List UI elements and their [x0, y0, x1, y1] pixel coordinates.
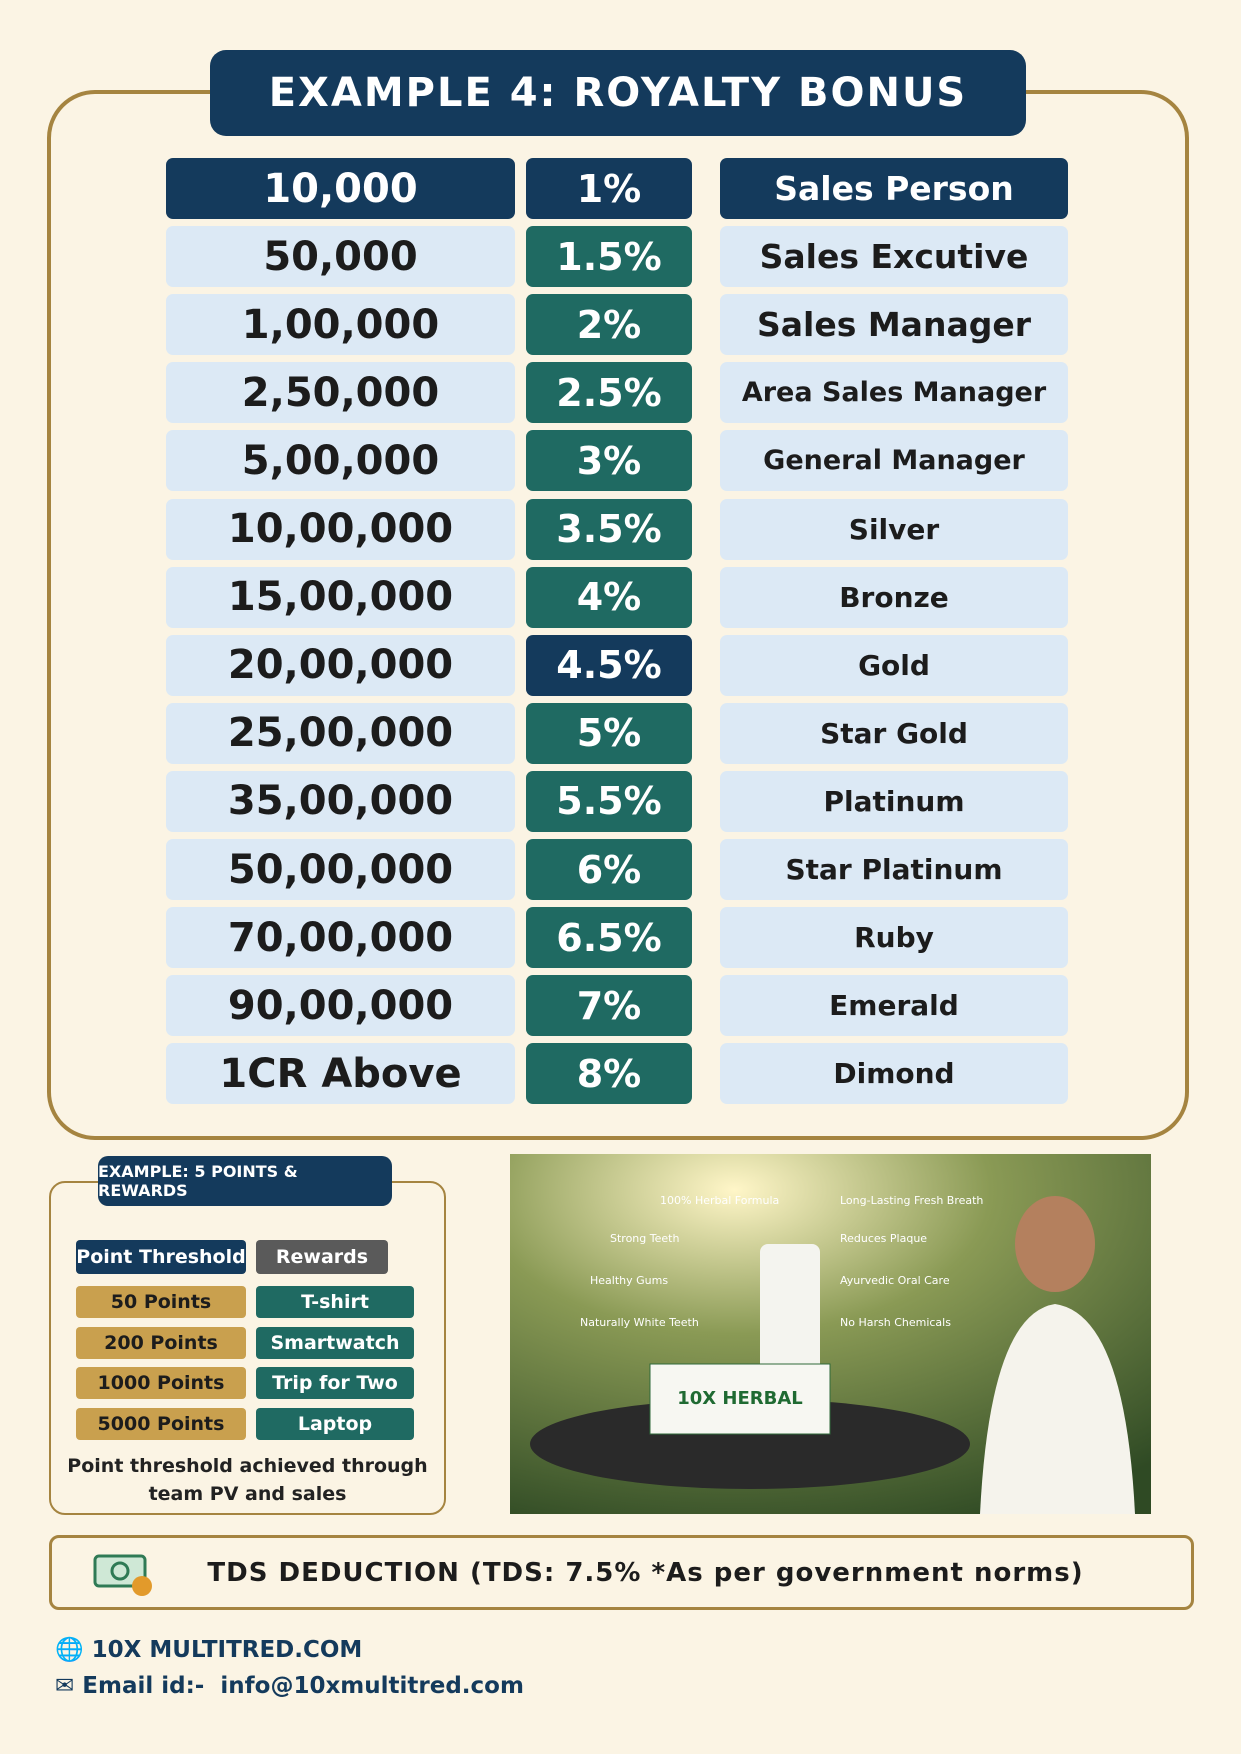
rank-cell: Star Gold — [720, 702, 1068, 764]
amount-cell: 1CR Above — [166, 1043, 515, 1105]
amount-cell: 90,00,000 — [166, 975, 515, 1037]
amount-cell: 25,00,000 — [166, 702, 515, 764]
reward-cell: Smartwatch — [256, 1326, 414, 1359]
callout: 100% Herbal Formula — [660, 1194, 779, 1207]
percent-cell: 4% — [526, 566, 692, 628]
title-banner: EXAMPLE 4: ROYALTY BONUS — [210, 50, 1026, 136]
rank-cell: Silver — [720, 498, 1068, 560]
points-header: Point Threshold — [76, 1240, 246, 1274]
amount-cell: 35,00,000 — [166, 770, 515, 832]
rank-cell: Star Platinum — [720, 839, 1068, 900]
callout: Healthy Gums — [590, 1274, 668, 1287]
amount-cell: 5,00,000 — [166, 430, 515, 492]
percent-cell: 5.5% — [526, 770, 692, 832]
reward-cell: Trip for Two — [256, 1367, 414, 1399]
rank-cell: Bronze — [720, 566, 1068, 628]
rank-cell: Platinum — [720, 770, 1068, 832]
percent-cell: 2.5% — [526, 362, 692, 424]
tds-text: TDS DEDUCTION (TDS: 7.5% *As per governm… — [207, 1557, 1084, 1588]
brand: 10X HERBAL — [677, 1388, 803, 1409]
amount-cell: 50,000 — [166, 226, 515, 288]
money-icon — [93, 1554, 152, 1596]
amount-cell: 1,00,000 — [166, 294, 515, 356]
rank-cell: Sales Manager — [720, 294, 1068, 356]
percent-cell: 1% — [526, 158, 692, 219]
points-caption: Point threshold achieved through team PV… — [55, 1452, 440, 1508]
title: EXAMPLE 4: ROYALTY BONUS — [268, 70, 968, 116]
footer-web: 🌐 10X MULTITRED.COM — [55, 1637, 363, 1663]
threshold-cell: 50 Points — [76, 1286, 246, 1318]
rank-cell: Gold — [720, 634, 1068, 696]
email: info@10xmultitred.com — [220, 1673, 524, 1699]
callout: Long-Lasting Fresh Breath — [840, 1194, 983, 1207]
percent-cell: 3.5% — [526, 498, 692, 560]
tds-box: TDS DEDUCTION (TDS: 7.5% *As per governm… — [49, 1535, 1194, 1610]
callout: Ayurvedic Oral Care — [840, 1274, 950, 1287]
callouts: 100% Herbal Formula Long-Lasting Fresh Br… — [580, 1194, 983, 1329]
rank-cell: Dimond — [720, 1043, 1068, 1105]
points-title: EXAMPLE: 5 POINTS & REWARDS — [98, 1156, 392, 1206]
person-face — [1015, 1196, 1095, 1292]
rank-cell: Area Sales Manager — [720, 362, 1068, 424]
caption-line: Point threshold achieved through — [67, 1455, 428, 1477]
percent-cell: 5% — [526, 702, 692, 764]
rank-cell: Emerald — [720, 975, 1068, 1037]
amount-cell: 2,50,000 — [166, 362, 515, 424]
percent-cell: 8% — [526, 1043, 692, 1105]
amount-cell: 20,00,000 — [166, 634, 515, 696]
callout: No Harsh Chemicals — [840, 1316, 951, 1329]
rank-cell: Sales Excutive — [720, 226, 1068, 288]
email-label: Email id:- — [82, 1673, 205, 1699]
caption-line: team PV and sales — [148, 1483, 347, 1505]
amount-cell: 10,000 — [166, 158, 515, 219]
percent-cell: 6% — [526, 839, 692, 900]
threshold-cell: 5000 Points — [76, 1407, 246, 1440]
percent-cell: 7% — [526, 975, 692, 1037]
amount-cell: 50,00,000 — [166, 839, 515, 900]
person-body — [980, 1304, 1135, 1514]
rank-cell: Ruby — [720, 907, 1068, 969]
website: 10X MULTITRED.COM — [91, 1637, 363, 1663]
percent-cell: 4.5% — [526, 634, 692, 696]
rank-cell: General Manager — [720, 430, 1068, 492]
points-header: Rewards — [256, 1240, 388, 1274]
reward-cell: T-shirt — [256, 1286, 414, 1318]
amount-cell: 70,00,000 — [166, 907, 515, 969]
amount-cell: 15,00,000 — [166, 566, 515, 628]
percent-cell: 2% — [526, 294, 692, 356]
percent-cell: 1.5% — [526, 226, 692, 288]
callout: Reduces Plaque — [840, 1232, 927, 1245]
stone — [530, 1399, 970, 1489]
footer-email: ✉ Email id:- info@10xmultitred.com — [55, 1673, 524, 1699]
box — [649, 1363, 831, 1435]
percent-cell: 6.5% — [526, 907, 692, 969]
reward-cell: Laptop — [256, 1407, 414, 1440]
threshold-cell: 1000 Points — [76, 1367, 246, 1399]
callout: Naturally White Teeth — [580, 1316, 699, 1329]
points-title-text: EXAMPLE: 5 POINTS & REWARDS — [98, 1162, 298, 1200]
threshold-cell: 200 Points — [76, 1326, 246, 1359]
percent-cell: 3% — [526, 430, 692, 492]
rank-cell: Sales Person — [720, 158, 1068, 219]
product-photo: 10X HERBAL 100% Herbal Formula Long-Lasti… — [510, 1154, 1151, 1514]
callout: Strong Teeth — [610, 1232, 679, 1245]
amount-cell: 10,00,000 — [166, 498, 515, 560]
